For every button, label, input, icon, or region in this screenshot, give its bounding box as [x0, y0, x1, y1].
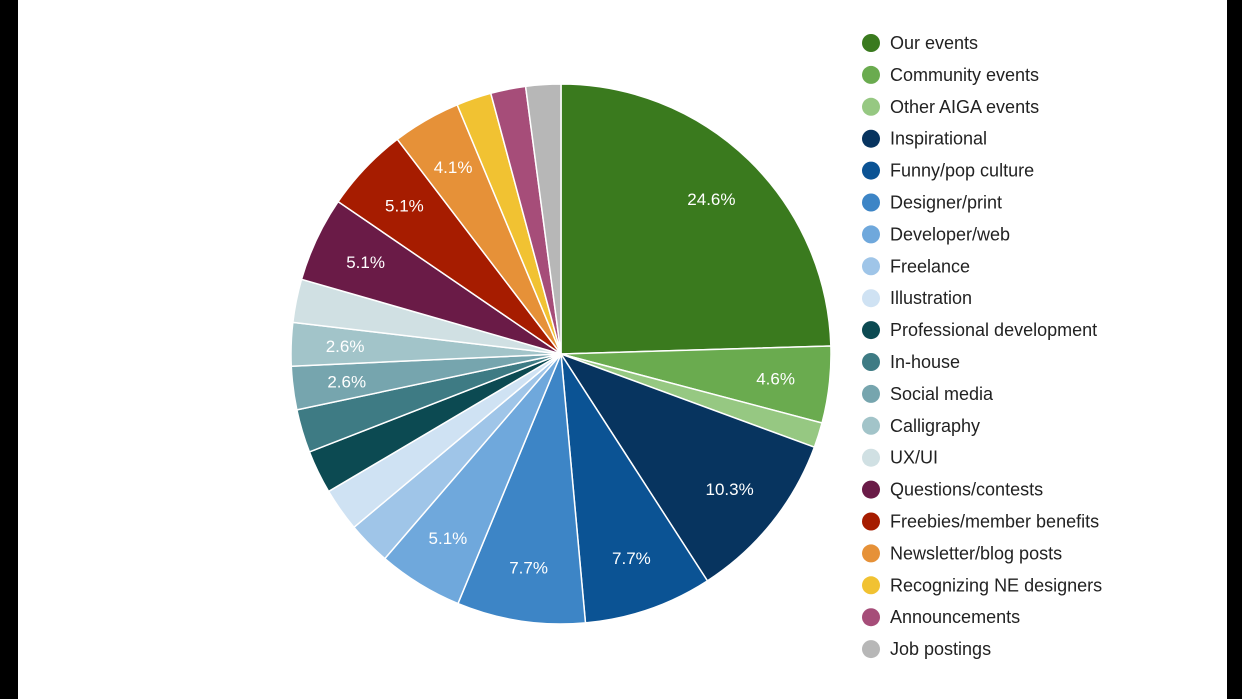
slice-label-designer-print: 7.7%: [509, 559, 548, 578]
legend-marker-community-events: [862, 65, 880, 84]
legend-label-funny-pop-culture: Funny/pop culture: [890, 161, 1034, 181]
slice-label-inspirational: 10.3%: [705, 480, 753, 499]
slice-label-questions-contests: 5.1%: [346, 253, 385, 272]
slice-label-social-media: 2.6%: [327, 372, 366, 391]
legend-label-in-house: In-house: [890, 352, 960, 372]
pie-slice-funny-pop-culture: [560, 353, 709, 624]
legend-label-newsletter-blog-posts: Newsletter/blog posts: [890, 543, 1062, 563]
left-border-bar: [0, 0, 18, 699]
legend-label-announcements: Announcements: [890, 607, 1020, 627]
pie-slice-designer-print: [456, 353, 587, 625]
legend-label-illustration: Illustration: [890, 288, 972, 308]
legend-label-recognizing-ne-designers: Recognizing NE designers: [890, 575, 1102, 595]
legend-label-freelance: Freelance: [890, 256, 970, 276]
legend-marker-inspirational: [862, 129, 880, 148]
legend-label-developer-web: Developer/web: [890, 224, 1010, 244]
legend-label-freebies-member-benefits: Freebies/member benefits: [890, 512, 1099, 532]
legend-label-inspirational: Inspirational: [890, 129, 987, 149]
legend-label-community-events: Community events: [890, 65, 1039, 85]
slice-label-our-events: 24.6%: [687, 190, 735, 209]
slice-label-developer-web: 5.1%: [429, 529, 468, 548]
legend-label-calligraphy: Calligraphy: [890, 416, 980, 436]
legend-label-professional-development: Professional development: [890, 320, 1097, 340]
legend-label-social-media: Social media: [890, 384, 994, 404]
legend-label-designer-print: Designer/print: [890, 193, 1002, 213]
slice-label-newsletter-blog-posts: 4.1%: [434, 158, 473, 177]
legend-marker-questions-contests: [862, 480, 880, 499]
right-border-bar: [1227, 0, 1242, 699]
legend-marker-newsletter-blog-posts: [862, 544, 880, 563]
legend-label-other-aiga-events: Other AIGA events: [890, 97, 1039, 117]
legend-label-our-events: Our events: [890, 33, 978, 53]
legend-marker-freelance: [862, 257, 880, 276]
pie-slice-inspirational: [559, 352, 816, 582]
legend-marker-illustration: [862, 289, 880, 308]
legend: Our events Community events Other AIGA eve…: [862, 33, 1102, 659]
legend-marker-funny-pop-culture: [862, 161, 880, 180]
legend-marker-announcements: [862, 608, 880, 627]
legend-label-ux-ui: UX/UI: [890, 448, 938, 468]
legend-marker-in-house: [862, 353, 880, 371]
slice-label-calligraphy: 2.6%: [326, 337, 365, 356]
pie-slice-our-events: [560, 83, 832, 355]
legend-marker-professional-development: [862, 321, 880, 340]
legend-label-questions-contests: Questions/contests: [890, 480, 1043, 500]
legend-marker-our-events: [862, 34, 880, 52]
legend-label-job-postings: Job postings: [890, 639, 991, 659]
pie-slices: [290, 83, 832, 625]
legend-marker-calligraphy: [862, 416, 880, 435]
slice-label-funny-pop-culture: 7.7%: [612, 549, 651, 568]
legend-marker-social-media: [862, 384, 880, 403]
slice-label-community-events: 4.6%: [756, 370, 795, 389]
pie-slice-job-postings: [524, 83, 562, 355]
legend-marker-job-postings: [862, 640, 880, 659]
pie-slice-labels: 24.6% 4.6% 10.3% 7.7% 7.7% 5.1% 2.6% 2.6% 5.1% 5.…: [326, 158, 795, 578]
legend-marker-freebies-member-benefits: [862, 512, 880, 531]
legend-marker-recognizing-ne-designers: [862, 576, 880, 595]
legend-marker-developer-web: [862, 225, 880, 244]
legend-marker-ux-ui: [862, 448, 880, 467]
legend-marker-other-aiga-events: [862, 97, 880, 116]
slice-label-freebies-member-benefits: 5.1%: [385, 196, 424, 215]
legend-marker-designer-print: [862, 193, 880, 212]
pie-chart: 24.6% 4.6% 10.3% 7.7% 7.7% 5.1% 2.6% 2.6% 5.1% 5.…: [290, 33, 1102, 659]
